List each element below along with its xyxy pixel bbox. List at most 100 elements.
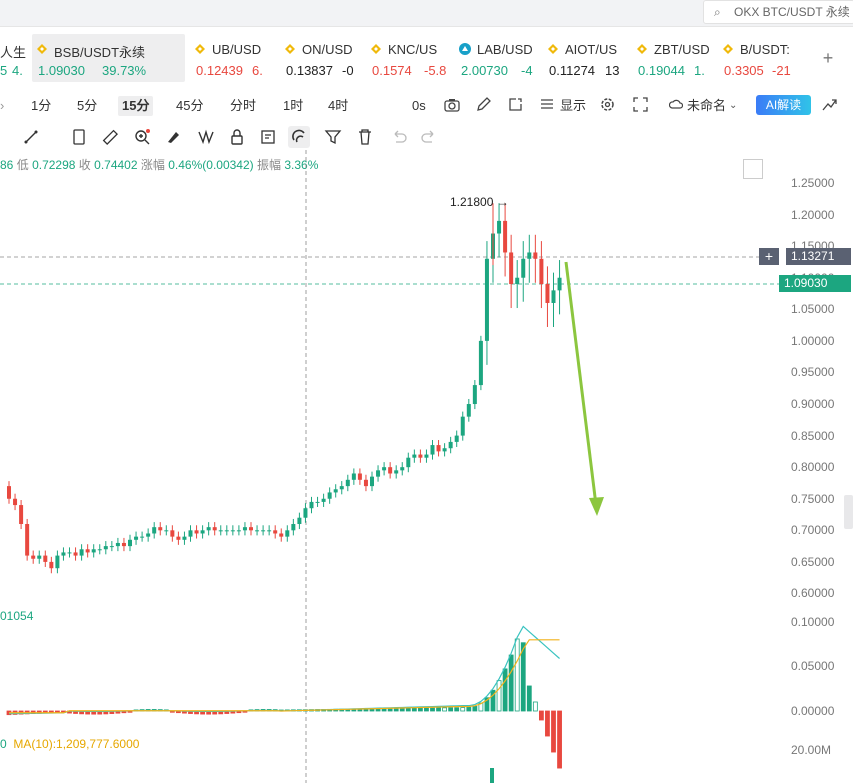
interval-4h[interactable]: 4时 xyxy=(328,98,349,113)
candle-body xyxy=(115,542,120,547)
trash-icon[interactable] xyxy=(356,128,374,146)
candle-body xyxy=(321,498,326,502)
lock-icon[interactable] xyxy=(228,128,246,146)
interval-5m[interactable]: 5分 xyxy=(77,98,98,113)
interval-1m[interactable]: 1分 xyxy=(31,98,52,113)
candle-body xyxy=(19,505,24,525)
macd-line xyxy=(8,625,560,715)
brush-icon[interactable] xyxy=(164,128,182,146)
interval-timeline[interactable]: 分时 xyxy=(230,98,257,113)
fullscreen-icon[interactable] xyxy=(633,97,648,117)
candle-body xyxy=(285,530,290,537)
pen-icon[interactable] xyxy=(476,97,491,117)
open-value-tail: 86 xyxy=(0,158,14,172)
countdown-label: 0s xyxy=(412,98,426,113)
search-icon: ⌕ xyxy=(714,5,721,19)
side-panel-handle[interactable] xyxy=(844,495,853,529)
ticker-tab[interactable]: BSB/USDT永续 1.09030 39.73% xyxy=(32,34,185,82)
search-input[interactable]: ⌕ OKX BTC/USDT 永续 xyxy=(703,0,853,24)
candle-body xyxy=(545,284,550,303)
ticker-change: -21 xyxy=(772,63,791,78)
redo-icon[interactable] xyxy=(420,128,438,146)
ticker-name: UB/USD xyxy=(212,42,262,57)
ticker-name: 人生 xyxy=(0,45,26,60)
candle-body xyxy=(103,546,108,550)
ticker-price: 2.00730 xyxy=(461,63,508,78)
ticker-tab[interactable]: ZBT/USD 0.19044 1. xyxy=(632,34,720,82)
candle-body xyxy=(200,530,205,534)
add-tab-button[interactable]: + xyxy=(822,48,834,68)
filter-icon[interactable] xyxy=(324,128,342,146)
pattern-icon[interactable] xyxy=(197,128,215,146)
candle-body xyxy=(273,530,278,534)
price-tick-label: 1.05000 xyxy=(791,302,835,317)
price-chart[interactable] xyxy=(0,150,780,783)
ticker-price: 0.12439 xyxy=(196,63,243,78)
candle-body xyxy=(91,549,96,553)
high-marker: 1.21800 → xyxy=(450,195,509,209)
candle-body xyxy=(551,290,556,303)
share-box-icon[interactable] xyxy=(508,97,523,117)
candle-body xyxy=(297,517,302,525)
display-menu[interactable]: 显示 xyxy=(560,98,587,113)
undo-icon[interactable] xyxy=(390,128,408,146)
ticker-tab[interactable]: LAB/USD 2.00730 -4 xyxy=(455,34,543,82)
layout-name[interactable]: 未命名 xyxy=(687,98,727,113)
macd-histogram-bar xyxy=(399,707,405,712)
note-icon[interactable] xyxy=(70,128,88,146)
indicator-tick-label: 0.00000 xyxy=(791,704,835,718)
candle-body xyxy=(424,454,429,458)
binance-icon xyxy=(371,44,381,54)
volume-prefix: 0 xyxy=(0,737,7,751)
line-tool-icon[interactable] xyxy=(22,128,40,146)
macd-histogram-bar xyxy=(484,697,490,712)
ticker-change: -5.8 xyxy=(424,63,447,78)
amplitude-label: 振幅 xyxy=(257,158,282,172)
macd-histogram-bar xyxy=(454,707,460,712)
volume-tick-label: 20.00M xyxy=(791,743,832,757)
low-label: 低 xyxy=(16,158,29,172)
magnet-tool[interactable] xyxy=(288,126,310,148)
candle-body xyxy=(370,476,374,487)
ruler-icon[interactable] xyxy=(101,128,119,146)
ticker-name: KNC/US xyxy=(388,42,438,57)
candle-body xyxy=(357,473,362,480)
candle-body xyxy=(533,252,538,259)
chevron-down-icon[interactable]: ⌄ xyxy=(729,100,738,111)
close-label: 收 xyxy=(78,158,91,172)
ticker-change: -4 xyxy=(521,63,533,78)
magnet-icon xyxy=(292,129,305,143)
candle-body xyxy=(400,467,405,471)
interval-45m[interactable]: 45分 xyxy=(176,98,204,113)
ticker-tab[interactable]: UB/USD 0.12439 6. xyxy=(190,34,278,82)
ticker-change: -0 xyxy=(342,63,354,78)
ticker-tab[interactable]: 人生 5 4. xyxy=(0,34,26,82)
candle-body xyxy=(43,555,48,562)
crosshair-add-icon[interactable]: + xyxy=(759,248,779,265)
camera-icon[interactable] xyxy=(444,98,460,118)
close-value: 0.74402 xyxy=(94,158,138,172)
gear-icon[interactable] xyxy=(600,97,615,117)
edit-doc-icon[interactable] xyxy=(260,128,278,146)
candle-body xyxy=(484,258,489,341)
price-tick-label: 1.00000 xyxy=(791,333,835,348)
interval-1h[interactable]: 1时 xyxy=(283,98,304,113)
candle-body xyxy=(309,501,314,509)
ticker-tab[interactable]: AIOT/US 0.11274 13 xyxy=(543,34,631,82)
candle-body xyxy=(327,492,332,499)
interval-15m[interactable]: 15分 xyxy=(118,96,154,116)
trend-share-icon[interactable] xyxy=(822,97,837,117)
macd-histogram-bar xyxy=(405,707,411,712)
candle-body xyxy=(406,457,411,468)
current-price-label: 1.09030 xyxy=(779,275,851,292)
candle-body xyxy=(79,549,84,556)
ticker-tab[interactable]: KNC/US 0.1574 -5.8 xyxy=(366,34,454,82)
chevron-left-icon[interactable]: › xyxy=(0,98,5,113)
ticker-tab[interactable]: B/USDT: 0.3305 -21 xyxy=(718,34,806,82)
ticker-tab[interactable]: ON/USD 0.13837 -0 xyxy=(280,34,368,82)
ticker-price: 0.13837 xyxy=(286,63,333,78)
candle-body xyxy=(333,489,338,493)
expand-pane-icon[interactable] xyxy=(743,159,763,179)
zoom-in-icon[interactable] xyxy=(133,128,151,146)
ai-interpret-button[interactable]: AI解读 xyxy=(756,95,811,115)
